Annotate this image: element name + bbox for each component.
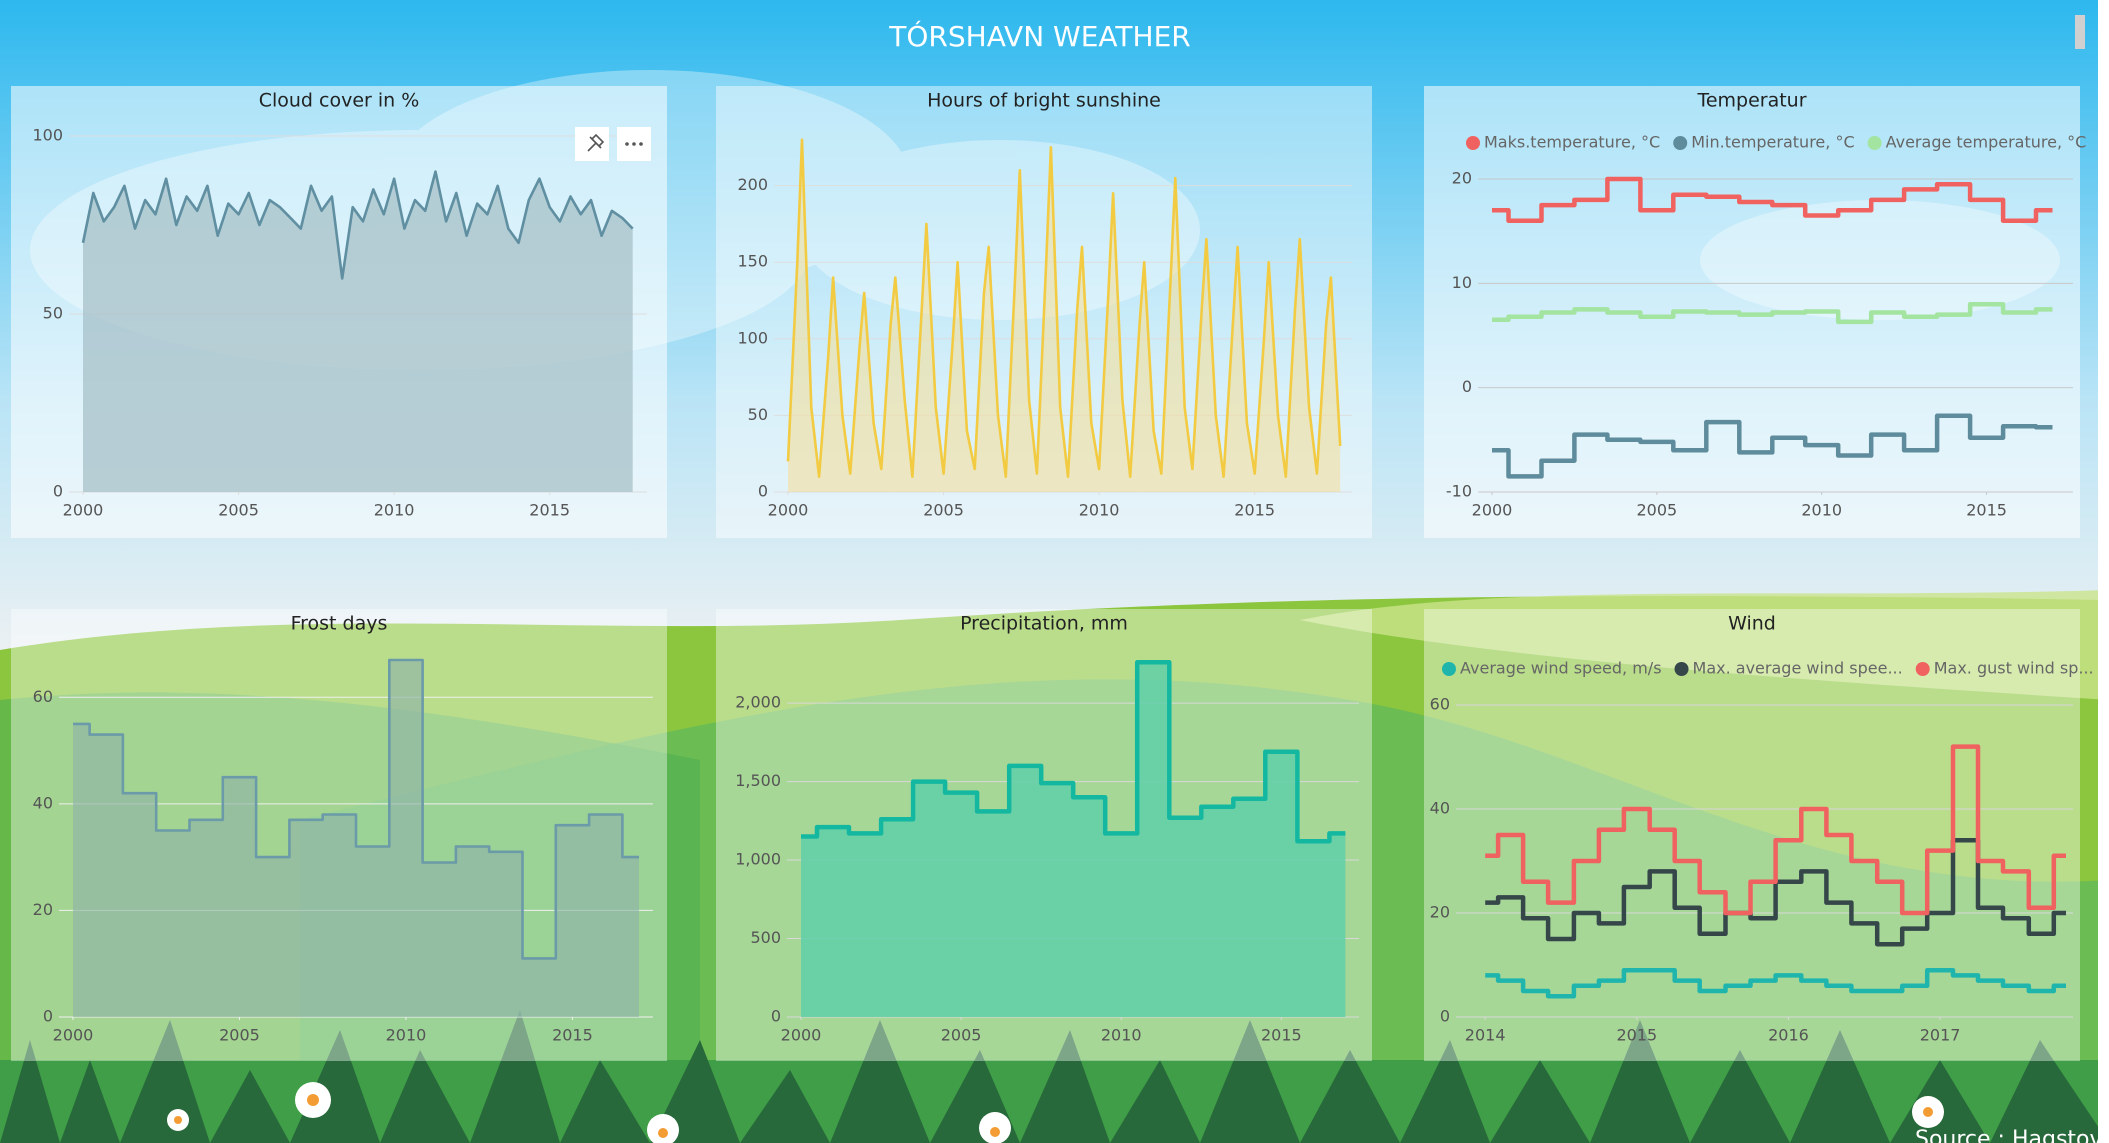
chart-title: Frost days bbox=[291, 613, 388, 635]
y-tick-label: 60 bbox=[33, 687, 53, 706]
y-tick-label: 40 bbox=[33, 793, 53, 812]
x-tick-label: 2017 bbox=[1920, 1026, 1961, 1045]
y-tick-label: 200 bbox=[737, 175, 768, 194]
dashboard-title: TÓRSHAVN WEATHER bbox=[888, 19, 1190, 53]
x-tick-label: 2015 bbox=[1261, 1026, 1302, 1045]
pin-icon bbox=[587, 133, 605, 152]
legend-swatch bbox=[1915, 662, 1930, 676]
series-line bbox=[801, 660, 1346, 844]
y-tick-label: -10 bbox=[1446, 482, 1472, 501]
x-tick-label: 2010 bbox=[374, 501, 415, 520]
x-tick-label: 2005 bbox=[219, 1026, 260, 1045]
chart-title: Temperatur bbox=[1696, 90, 1806, 112]
x-tick-label: 2010 bbox=[1801, 501, 1842, 520]
y-tick-label: 0 bbox=[43, 1007, 53, 1026]
scroll-track bbox=[2098, 0, 2109, 1143]
x-tick-label: 2000 bbox=[781, 1026, 822, 1045]
y-tick-label: 2,000 bbox=[735, 693, 781, 712]
area-fill bbox=[801, 662, 1346, 1017]
x-tick-label: 2010 bbox=[1101, 1026, 1142, 1045]
x-tick-label: 2014 bbox=[1465, 1026, 1506, 1045]
chart-panel: Hours of bright sunshine 0 50 100 150 200 2000… bbox=[716, 86, 1372, 538]
x-tick-label: 2000 bbox=[63, 501, 104, 520]
legend-label: Max. gust wind sp... bbox=[1934, 659, 2094, 678]
area-fill bbox=[83, 171, 633, 492]
legend-label: Average wind speed, m/s bbox=[1460, 659, 1662, 678]
y-tick-label: 150 bbox=[737, 252, 768, 271]
chart-title: Precipitation, mm bbox=[960, 613, 1128, 635]
x-tick-label: 2010 bbox=[1079, 501, 1120, 520]
pin-button[interactable] bbox=[575, 127, 609, 161]
series-line bbox=[1485, 744, 2066, 916]
y-tick-label: 1,000 bbox=[735, 850, 781, 869]
legend-swatch bbox=[1442, 662, 1456, 676]
series-line bbox=[1485, 967, 2066, 999]
y-tick-label: 60 bbox=[1430, 695, 1450, 714]
y-tick-label: 0 bbox=[1440, 1007, 1450, 1026]
series-line bbox=[786, 138, 1342, 478]
y-tick-label: 20 bbox=[1452, 169, 1472, 188]
chart-title: Wind bbox=[1728, 613, 1776, 635]
x-tick-label: 2005 bbox=[218, 501, 259, 520]
y-tick-label: 100 bbox=[737, 328, 768, 347]
x-tick-label: 2015 bbox=[1616, 1026, 1657, 1045]
x-tick-label: 2010 bbox=[386, 1026, 427, 1045]
y-tick-label: 20 bbox=[1430, 903, 1450, 922]
series-line bbox=[1492, 413, 2053, 479]
legend-swatch bbox=[1673, 136, 1688, 150]
legend-label: Maks.temperature, °C bbox=[1484, 133, 1660, 152]
legend-swatch bbox=[1466, 136, 1480, 150]
y-tick-label: 40 bbox=[1430, 799, 1450, 818]
legend-swatch bbox=[1867, 136, 1882, 150]
more-icon bbox=[625, 142, 643, 146]
y-tick-label: 1,500 bbox=[735, 771, 781, 790]
y-tick-label: 20 bbox=[33, 900, 53, 919]
visual-header-icons bbox=[575, 127, 651, 161]
series-line bbox=[73, 658, 639, 960]
y-tick-label: 10 bbox=[1452, 273, 1472, 292]
x-tick-label: 2000 bbox=[768, 501, 809, 520]
y-tick-label: 100 bbox=[32, 126, 63, 145]
y-tick-label: 0 bbox=[53, 482, 63, 501]
x-tick-label: 2016 bbox=[1768, 1026, 1809, 1045]
series-line bbox=[81, 170, 634, 280]
y-tick-label: 0 bbox=[758, 482, 768, 501]
x-tick-label: 2005 bbox=[1636, 501, 1677, 520]
y-tick-label: 0 bbox=[1462, 377, 1472, 396]
flowers bbox=[167, 1082, 1944, 1143]
area-fill bbox=[788, 139, 1341, 492]
y-tick-label: 0 bbox=[771, 1007, 781, 1026]
scrollbar-thumb[interactable] bbox=[2075, 15, 2085, 49]
x-tick-label: 2000 bbox=[53, 1026, 94, 1045]
x-tick-label: 2005 bbox=[941, 1026, 982, 1045]
chart-panel: Precipitation, mm 0 500 1,000 1,500 2,000 2000… bbox=[716, 609, 1372, 1061]
y-tick-label: 50 bbox=[43, 304, 63, 323]
chart-title: Cloud cover in % bbox=[259, 90, 420, 112]
panel-background bbox=[1424, 86, 2080, 538]
chart-panel: Wind 0 20 40 60 2014 2015 2016 2017 Average wind … bbox=[1424, 609, 2094, 1061]
grass-blades bbox=[0, 1010, 2109, 1143]
x-tick-label: 2015 bbox=[1966, 501, 2007, 520]
source-note: Source : Hagstova bbox=[1915, 1127, 2109, 1143]
x-tick-label: 2000 bbox=[1472, 501, 1513, 520]
legend-label: Average temperature, °C bbox=[1886, 133, 2087, 152]
legend-label: Max. average wind spee... bbox=[1693, 659, 1903, 678]
legend-swatch bbox=[1674, 662, 1689, 676]
legend-label: Min.temperature, °C bbox=[1691, 133, 1854, 152]
y-tick-label: 50 bbox=[748, 405, 768, 424]
y-tick-label: 500 bbox=[750, 928, 781, 947]
x-tick-label: 2015 bbox=[529, 501, 570, 520]
chart-title: Hours of bright sunshine bbox=[927, 90, 1161, 112]
x-tick-label: 2015 bbox=[1234, 501, 1275, 520]
chart-panel: Frost days 0 20 40 60 2000 2005 2010 2015 bbox=[11, 609, 667, 1061]
x-tick-label: 2005 bbox=[923, 501, 964, 520]
x-tick-label: 2015 bbox=[552, 1026, 593, 1045]
chart-panel: Cloud cover in % 0 50 100 2000 2005 2010 2015 bbox=[11, 86, 667, 538]
series-line bbox=[1492, 301, 2053, 325]
series-line bbox=[1492, 176, 2053, 223]
chart-panel: Temperatur -10 0 10 20 2000 2005 2010 2015 Maks.t… bbox=[1424, 86, 2086, 538]
